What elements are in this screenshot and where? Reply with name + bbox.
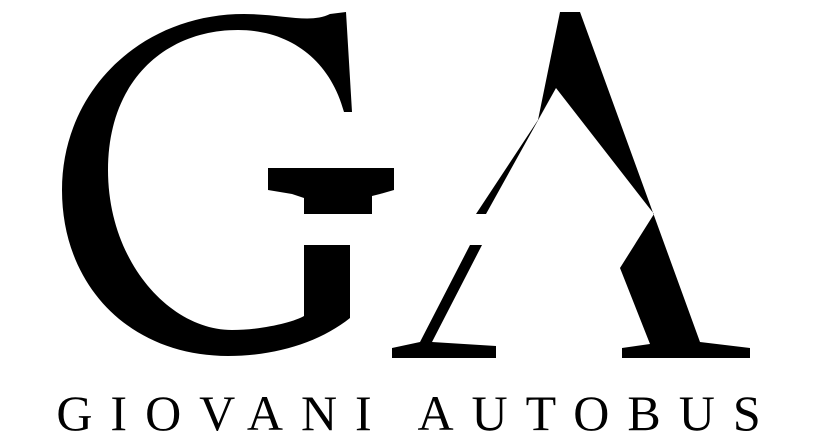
letter-g: [62, 12, 394, 356]
letter-a: [392, 12, 750, 358]
brand-name: GIOVANI AUTOBUS: [56, 384, 779, 441]
ga-monogram: [62, 12, 750, 358]
